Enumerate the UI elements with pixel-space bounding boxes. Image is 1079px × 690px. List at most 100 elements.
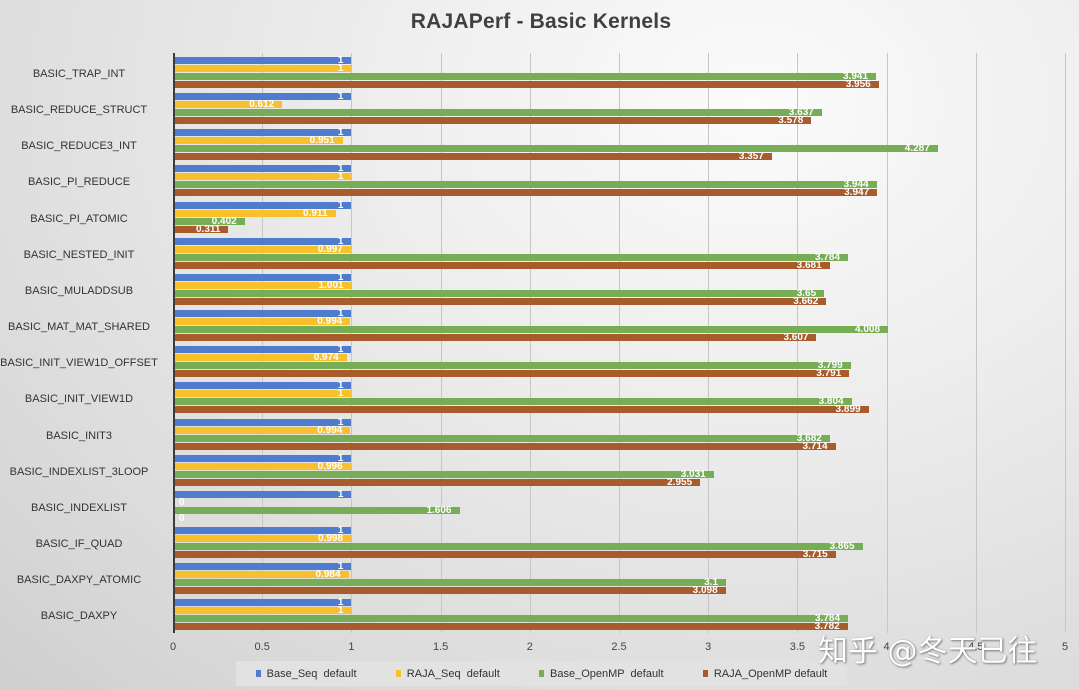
bar-value-label: 1: [337, 55, 344, 66]
bar-value-label: 3.799: [817, 360, 843, 372]
bar-raja-openmp: [173, 81, 879, 88]
bar-value-label: 3.865: [829, 540, 855, 552]
bar-value-label: 3.682: [796, 432, 822, 444]
legend-label: Base_Seq default: [266, 667, 357, 680]
bar-base-openmp: [173, 145, 938, 153]
legend-item[interactable]: RAJA_Seq default: [395, 668, 500, 680]
bar-raja-openmp: [173, 153, 772, 161]
bar-base-openmp: [173, 362, 851, 370]
bar-raja-seq: [173, 173, 352, 181]
category-label: BASIC_INIT3: [45, 429, 113, 442]
x-tick-label: 3: [705, 641, 712, 653]
bar-base-seq: [173, 57, 352, 64]
bar-base-seq: [173, 382, 352, 390]
bar-base-openmp: [173, 506, 460, 514]
bar-raja-seq: [173, 137, 343, 145]
bar-raja-openmp: [173, 189, 878, 197]
bar-raja-seq: [173, 281, 352, 289]
bar-value-label: 3.956: [845, 79, 871, 90]
bar-base-openmp: [173, 434, 830, 442]
plot-area: 1 1 3.941 3.956 1 0.612 3.637 3.578 1 0.951 4.287 3…: [173, 53, 1066, 633]
bar-value-label: 3.784: [815, 613, 841, 625]
category-label: BASIC_IF_QUAD: [35, 537, 123, 550]
category-label: BASIC_NESTED_INIT: [23, 248, 135, 261]
bar-base-openmp: [173, 253, 849, 261]
x-tick-label: 0.5: [254, 641, 270, 653]
bar-value-label: 3.941: [843, 71, 869, 82]
bar-raja-seq: [173, 245, 351, 253]
bar-raja-seq: [173, 209, 336, 217]
bar-base-openmp: [173, 289, 825, 297]
bar-value-label: 1: [337, 235, 344, 247]
bar-raja-openmp: [173, 623, 848, 631]
bar-value-label: 1: [337, 171, 344, 183]
x-tick-label: 3.5: [789, 641, 806, 653]
bar-value-label: 3.637: [788, 107, 814, 119]
bar-raja-seq: [173, 390, 352, 398]
bar-base-openmp: [173, 579, 727, 587]
bar-value-label: 3.098: [692, 585, 718, 597]
bar-base-openmp: [173, 470, 714, 478]
bar-value-label: 1: [337, 452, 344, 464]
bar-base-seq: [173, 454, 352, 462]
bar-value-label: 1.001: [318, 279, 344, 291]
bar-value-label: 3.1: [704, 577, 719, 589]
bar-value-label: 0.994: [317, 316, 343, 328]
bar-value-label: 0.974: [313, 352, 339, 364]
legend-item[interactable]: RAJA_OpenMP default: [702, 668, 827, 680]
bar-value-label: 0.402: [211, 215, 237, 227]
bar-value-label: 1: [337, 597, 344, 609]
bar-base-openmp: [173, 73, 877, 80]
category-label: BASIC_PI_ATOMIC: [30, 212, 128, 225]
category-label: BASIC_REDUCE3_INT: [21, 140, 137, 153]
category-label: BASIC_INDEXLIST_3LOOP: [9, 465, 149, 478]
bar-value-label: 0: [179, 496, 185, 508]
bar-value-label: 3.804: [818, 396, 844, 408]
bar-value-label: 3.944: [843, 179, 869, 191]
category-label: BASIC_DAXPY: [40, 610, 118, 623]
legend-item[interactable]: Base_Seq default: [255, 667, 357, 680]
bar-value-label: 3.947: [844, 187, 870, 199]
bar-base-openmp: [173, 542, 863, 550]
gridline: [351, 53, 353, 633]
x-tick-label: 2.5: [611, 641, 627, 653]
legend-item[interactable]: Base_OpenMP default: [539, 668, 664, 680]
category-label: BASIC_REDUCE_STRUCT: [10, 104, 148, 117]
bar-value-label: 1: [337, 127, 344, 139]
bar-value-label: 0.997: [317, 243, 343, 255]
bar-raja-openmp: [173, 370, 850, 378]
bar-base-openmp: [173, 217, 245, 225]
bar-value-label: 3.681: [796, 259, 822, 271]
bar-value-label: 3.791: [816, 368, 842, 380]
legend-label: Base_OpenMP default: [550, 667, 664, 680]
bar-value-label: 4.287: [904, 143, 930, 155]
gridline: [797, 53, 799, 633]
bar-raja-openmp: [173, 550, 836, 558]
bar-value-label: 1: [337, 488, 344, 500]
bar-value-label: 3.782: [814, 621, 840, 633]
bar-value-label: 3.662: [793, 295, 819, 307]
bar-raja-openmp: [173, 117, 812, 125]
bar-value-label: 3.578: [778, 115, 804, 127]
bar-raja-seq: [173, 462, 351, 470]
legend-swatch-icon: [255, 670, 261, 677]
bar-value-label: 1: [337, 199, 344, 211]
bar-base-seq: [173, 165, 352, 173]
x-tick-label: 0: [169, 641, 177, 653]
bar-value-label: 0.996: [317, 460, 343, 472]
gridline: [619, 53, 620, 633]
chart-legend: Base_Seq default RAJA_Seq default Base_Ope…: [236, 661, 847, 686]
bar-value-label: 3.607: [783, 332, 809, 344]
gridline: [975, 53, 977, 633]
x-tick-label: 2: [526, 641, 533, 653]
bar-base-seq: [173, 490, 352, 498]
bar-raja-openmp: [173, 406, 869, 414]
bar-base-openmp: [173, 615, 849, 623]
bar-raja-seq: [173, 534, 352, 542]
gridline: [886, 53, 888, 633]
x-tick-label: 4.5: [968, 641, 984, 653]
bar-base-seq: [173, 526, 352, 534]
bar-value-label: 0.984: [315, 569, 341, 581]
bar-raja-seq: [173, 65, 352, 72]
bar-value-label: 0.311: [195, 223, 221, 235]
